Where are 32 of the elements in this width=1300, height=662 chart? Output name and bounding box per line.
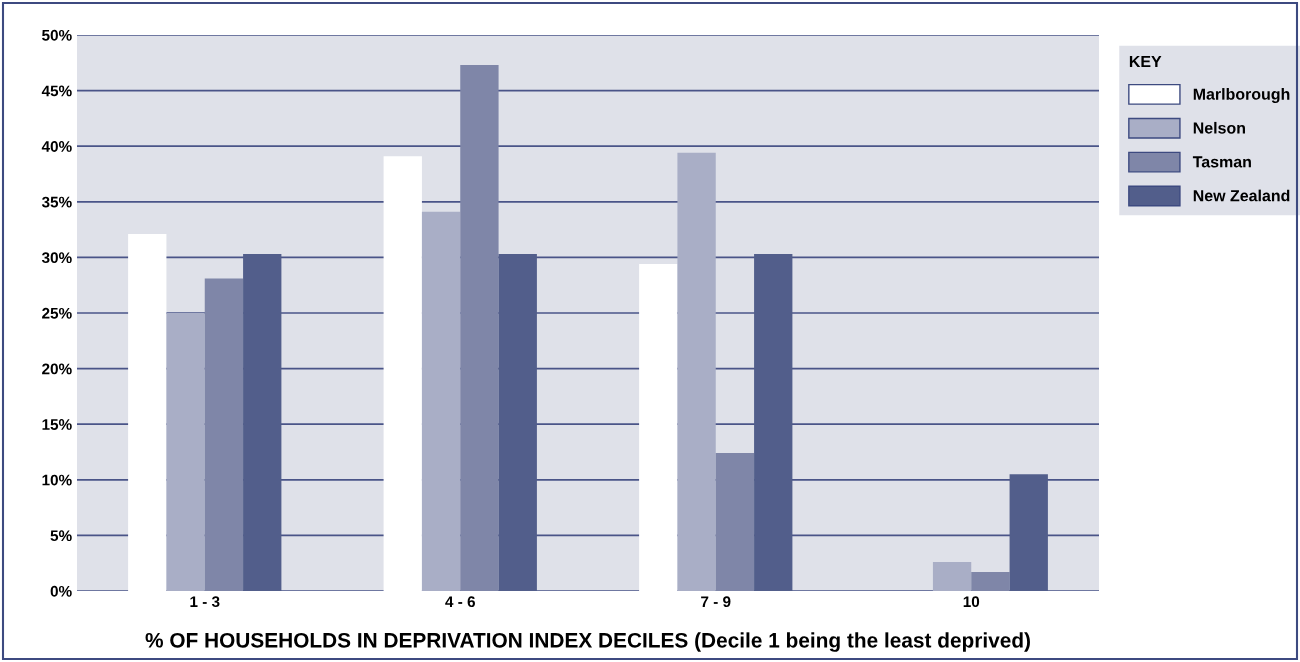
bar — [677, 152, 716, 591]
bar — [166, 313, 205, 591]
x-tick-label: 4 - 6 — [445, 596, 475, 608]
y-tick-label: 20% — [42, 363, 72, 375]
legend-label: Tasman — [1192, 156, 1251, 168]
x-tick-label: 10 — [963, 596, 980, 608]
x-tick-label: 1 - 3 — [190, 596, 220, 608]
bar — [128, 234, 167, 591]
y-tick-label: 5% — [50, 530, 72, 542]
x-axis-title: % OF HOUSEHOLDS IN DEPRIVATION INDEX DECILES (Decile 1 being the least deprived) — [145, 632, 1030, 652]
bar — [204, 278, 244, 591]
bar — [932, 562, 972, 591]
legend-label: Marlborough — [1193, 88, 1290, 104]
y-tick-label: 45% — [41, 85, 72, 97]
y-tick-label: 35% — [41, 196, 72, 208]
y-tick-label: 15% — [42, 419, 72, 430]
bar — [460, 65, 499, 591]
bar — [421, 211, 461, 591]
bar — [971, 572, 1010, 591]
y-tick-label: 25% — [42, 307, 72, 319]
y-tick-label: 30% — [41, 252, 72, 264]
x-tick-label: 7 - 9 — [701, 596, 731, 608]
legend-label: New Zealand — [1193, 189, 1290, 202]
legend-title: KEY — [1129, 55, 1162, 67]
legend-label: Nelson — [1193, 121, 1245, 134]
y-tick-label: 50% — [42, 29, 72, 41]
bar — [715, 453, 755, 591]
bar — [639, 264, 678, 591]
y-tick-label: 0% — [50, 585, 72, 597]
y-tick-label: 10% — [42, 474, 72, 486]
y-tick-label: 40% — [41, 141, 72, 152]
bar — [383, 156, 422, 591]
